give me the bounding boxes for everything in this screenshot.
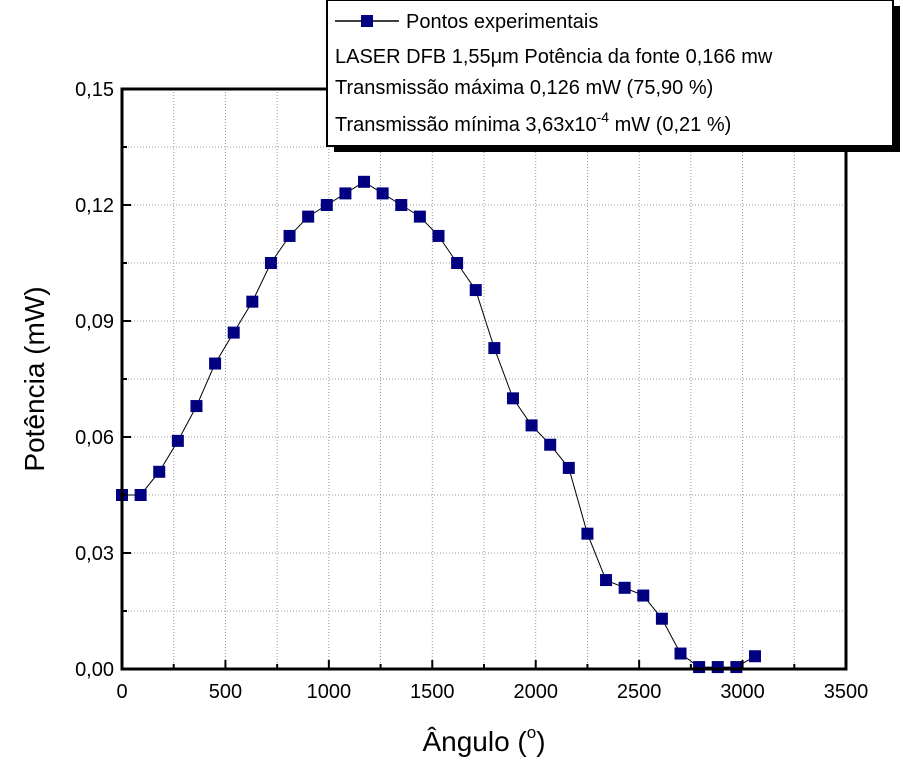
data-point xyxy=(246,295,259,308)
x-tick-label: 3000 xyxy=(720,681,765,703)
data-point xyxy=(134,489,147,501)
data-point xyxy=(469,284,482,297)
data-point xyxy=(748,650,761,663)
y-tick-label: 0,09 xyxy=(75,311,114,333)
y-tick-label: 0,15 xyxy=(75,79,114,101)
data-point xyxy=(264,257,277,269)
annotation-min-transmission: Transmissão mínima 3,63x10-4 mW (0,21 %) xyxy=(335,109,731,136)
data-point xyxy=(358,175,371,188)
data-point xyxy=(637,589,650,602)
y-tick-label: 0,03 xyxy=(75,543,114,565)
data-point xyxy=(413,210,426,223)
x-axis-title: Ângulo (o) xyxy=(422,723,545,757)
x-tick-label: 2500 xyxy=(617,681,662,703)
data-point xyxy=(376,187,389,200)
y-tick-label: 0,06 xyxy=(75,427,114,449)
x-tick-label: 1000 xyxy=(307,681,352,703)
grid-lines xyxy=(122,89,846,669)
data-point xyxy=(562,461,575,474)
data-point xyxy=(655,612,668,625)
data-point xyxy=(171,434,184,447)
data-point xyxy=(581,527,594,540)
annotation-source-power: LASER DFB 1,55μm Potência da fonte 0,166… xyxy=(335,46,773,68)
legend-series-label: Pontos experimentais xyxy=(406,11,598,33)
annotation-max-transmission: Transmissão máxima 0,126 mW (75,90 %) xyxy=(335,77,713,99)
x-tick-label: 2000 xyxy=(513,681,558,703)
data-point xyxy=(488,342,501,355)
legend-marker-icon xyxy=(361,15,373,27)
data-point xyxy=(618,581,631,594)
y-axis-title: Potência (mW) xyxy=(19,286,50,471)
data-point xyxy=(209,357,222,370)
y-tick-label: 0,12 xyxy=(75,195,114,217)
data-point xyxy=(320,199,333,211)
x-tick-label: 500 xyxy=(209,681,242,703)
legend-box xyxy=(326,0,894,147)
data-point xyxy=(730,661,743,674)
data-point xyxy=(711,661,724,674)
data-point xyxy=(227,326,240,339)
data-point xyxy=(283,229,296,242)
data-point xyxy=(153,465,166,478)
data-point xyxy=(395,199,408,211)
data-point xyxy=(544,438,557,451)
axis-ticks: 0 500 1000 1500 2000 2500 3000 3500 0,00 0,03 0,06… xyxy=(75,79,868,703)
series-line xyxy=(122,181,756,668)
series-layer xyxy=(116,175,761,674)
x-tick-label: 3500 xyxy=(824,681,869,703)
y-tick-label: 0,00 xyxy=(75,659,114,681)
data-point xyxy=(302,210,315,223)
legend: Pontos experimentais LASER DFB 1,55μm Po… xyxy=(326,0,900,152)
data-point xyxy=(190,400,203,413)
data-point xyxy=(693,661,706,674)
data-point xyxy=(525,419,538,432)
data-point xyxy=(339,187,352,200)
data-point xyxy=(451,257,464,269)
data-point xyxy=(674,647,687,660)
data-point xyxy=(506,392,519,405)
data-point xyxy=(432,229,445,242)
data-point xyxy=(600,574,613,587)
x-tick-label: 0 xyxy=(116,681,127,703)
x-tick-label: 1500 xyxy=(410,681,455,703)
